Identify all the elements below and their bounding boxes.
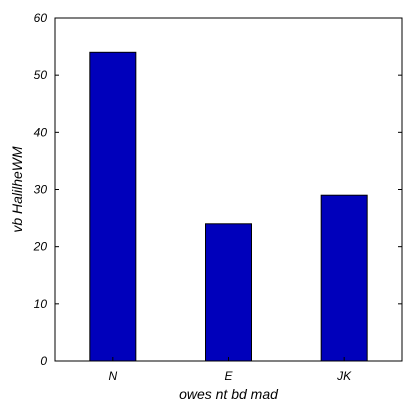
bars-group (89, 51, 368, 362)
bar-n (89, 51, 137, 362)
y-tick-label: 40 (34, 125, 48, 139)
y-tick-label: 10 (34, 297, 48, 311)
bar-e (205, 223, 252, 362)
x-tick-label: E (224, 369, 233, 383)
y-tick-label: 30 (34, 183, 48, 197)
y-tick-label: 0 (40, 354, 47, 368)
x-tick-label: N (108, 369, 117, 383)
x-axis-label: owes nt bd mad (179, 386, 279, 402)
bar-jk (320, 194, 368, 362)
x-axis-ticks: N E JK (108, 357, 352, 383)
y-axis-label: vb HalilheWM (9, 146, 25, 233)
y-tick-label: 50 (34, 68, 48, 82)
x-tick-label: JK (336, 369, 352, 383)
y-axis-ticks: 0 10 20 30 40 50 60 (33, 11, 402, 368)
y-tick-label: 20 (33, 240, 48, 254)
y-tick-label: 60 (34, 11, 48, 25)
